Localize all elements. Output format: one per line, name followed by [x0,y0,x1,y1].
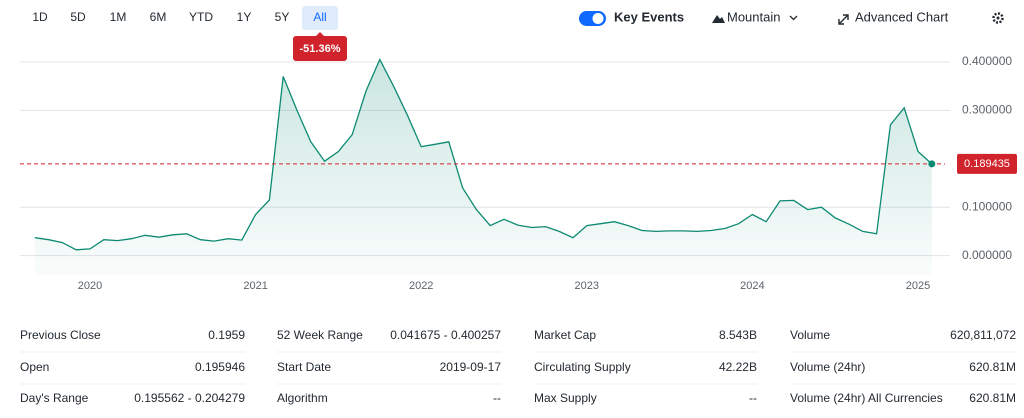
chevron [789,15,798,21]
y-tick-label: 0.000000 [962,248,1012,262]
stat-label: Start Date [277,360,331,374]
x-tick-label: 2023 [575,280,599,292]
stat-value: 620.81M [969,391,1016,405]
stat-value: -- [749,391,757,405]
x-tick-label: 2021 [243,280,267,292]
last-point [928,160,936,168]
area-fill [34,59,932,275]
range-button[interactable]: 6M [150,10,167,24]
stat-value: 8.543B [719,328,757,342]
change-badge [293,36,347,61]
stat-label: Volume [790,328,830,342]
range-selected-bg [302,6,338,30]
badge-pointer [316,32,324,36]
range-button[interactable]: YTD [189,10,213,24]
stat-value: 42.22B [719,360,757,374]
x-tick-label: 2025 [906,280,930,292]
mountain-icon [712,15,725,23]
key-events[interactable]: Key Events [614,9,684,24]
price-line [34,57,933,251]
settings-dot [996,16,1000,20]
stat-label: Circulating Supply [534,360,631,374]
chart-style[interactable]: Mountain [727,9,780,24]
y-tick-label: 0.300000 [962,103,1012,117]
price-badge [957,153,1017,174]
stat-label: Day's Range [20,391,89,405]
range-button[interactable]: 1D [32,10,48,24]
range-button[interactable]: 1M [110,10,127,24]
stat-value: 0.195946 [195,360,245,374]
stat-label: Open [20,360,49,374]
stat-value: 0.195562 - 0.204279 [134,391,245,405]
advanced-chart[interactable]: Advanced Chart [855,9,949,24]
stat-label: 52 Week Range [277,328,363,342]
x-tick-label: 2020 [78,280,102,292]
x-tick-label: 2024 [740,280,764,292]
stat-label: Volume (24hr) All Currencies [790,391,943,405]
range-button[interactable]: All [313,10,326,24]
range-button[interactable]: 5Y [275,10,290,24]
stat-label: Volume (24hr) [790,360,865,374]
range-button[interactable]: 1Y [237,10,252,24]
stat-value: 620.81M [969,360,1016,374]
y-tick-label: 0.100000 [962,199,1012,213]
stat-value: 2019-09-17 [440,360,502,374]
stat-label: Market Cap [534,328,596,342]
change-text: -51.36% [300,43,341,55]
stat-value: 620,811,072 [950,328,1016,342]
settings-icon[interactable] [992,12,1004,24]
expand-icon [838,14,849,25]
x-tick-label: 2022 [409,280,433,292]
price-badge-text: 0.189435 [964,158,1010,170]
stat-label: Previous Close [20,328,101,342]
stat-value: -- [493,391,501,405]
stat-label: Max Supply [534,391,597,405]
stat-value: 0.1959 [208,328,245,342]
range-button[interactable]: 5D [70,10,86,24]
y-tick-label: 0.400000 [962,54,1012,68]
stat-label: Algorithm [277,391,328,405]
stat-value: 0.041675 - 0.400257 [390,328,501,342]
toggle-knob [592,13,604,24]
